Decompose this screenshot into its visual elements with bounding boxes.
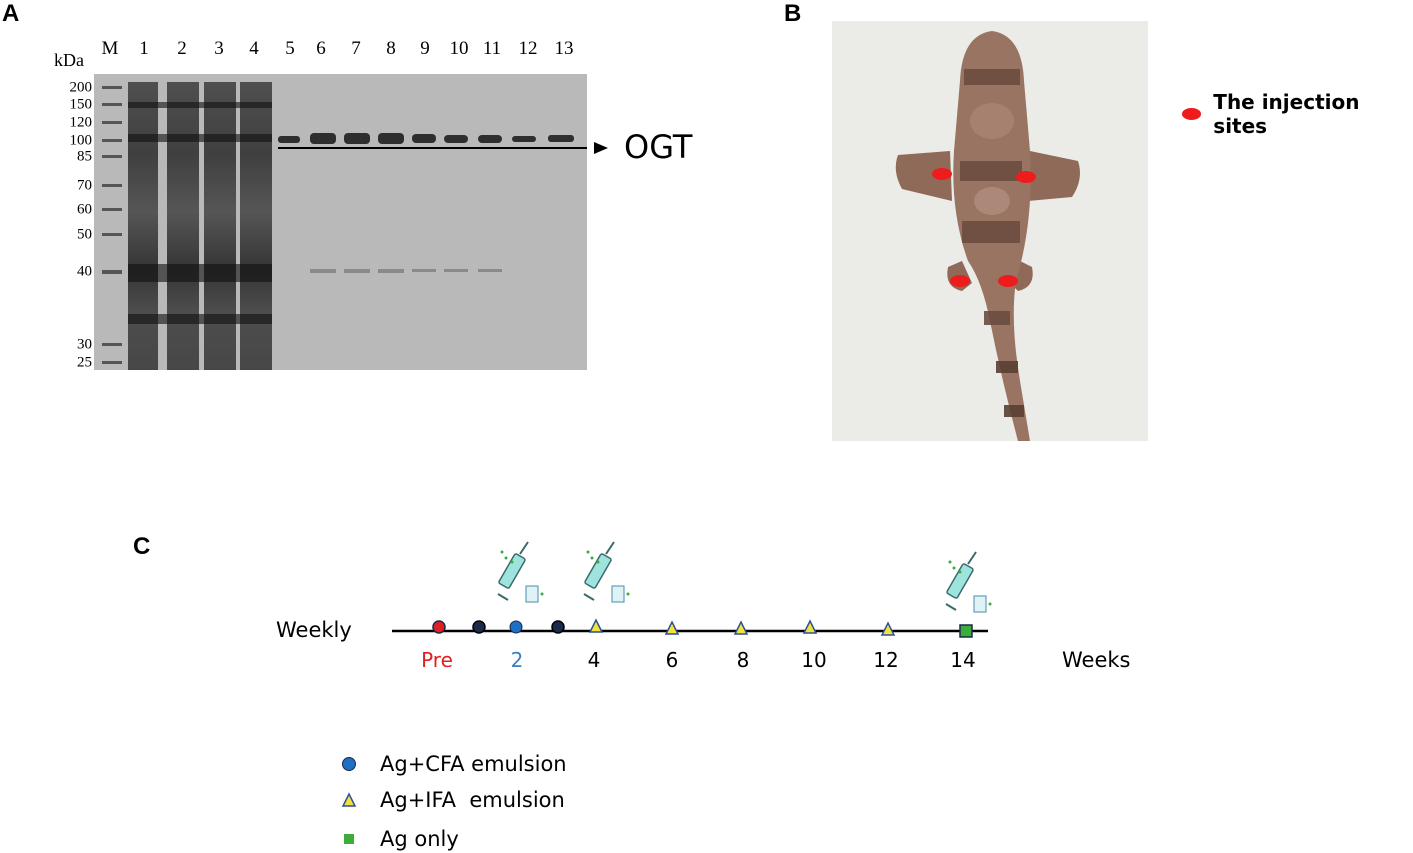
bleed-marker — [551, 620, 565, 634]
ogt-arrow-head-icon — [594, 142, 608, 154]
marker-label-60: 60 — [77, 201, 92, 218]
injection-site-marker-icon — [1182, 108, 1202, 120]
marker-label-50: 50 — [77, 226, 92, 243]
panel-label-c: C — [133, 533, 151, 560]
syringe-icon — [945, 551, 992, 613]
lane-label-4: 4 — [249, 38, 259, 59]
marker-label-25: 25 — [77, 354, 92, 371]
marker-label-30: 30 — [77, 336, 92, 353]
tick-label-4: 4 — [587, 648, 601, 672]
lane-label-1: 1 — [139, 38, 149, 59]
tick-label-10: 10 — [801, 648, 827, 672]
lane-label-7: 7 — [351, 38, 361, 59]
marker-label-120: 120 — [69, 114, 93, 131]
immunization-timeline — [392, 541, 992, 638]
ag-square-icon — [338, 828, 360, 850]
panel-label-b: B — [784, 0, 802, 27]
tick-label-8: 8 — [736, 648, 750, 672]
marker-label-70: 70 — [77, 177, 92, 194]
marker-label-100: 100 — [69, 132, 93, 149]
pre-bleed-marker — [432, 620, 446, 634]
ifa-marker — [802, 619, 818, 634]
ag-only-marker — [959, 624, 973, 638]
injection-sites-legend-label: The injection sites — [1213, 90, 1360, 138]
tick-label-2: 2 — [510, 648, 524, 672]
gel-image — [94, 74, 587, 370]
timeline-right-label: Weeks — [1062, 648, 1131, 672]
tick-label-12: 12 — [873, 648, 899, 672]
tick-label-14: 14 — [950, 648, 976, 672]
lane-label-13: 13 — [554, 38, 574, 59]
ifa-marker — [733, 620, 749, 635]
ifa-triangle-icon — [338, 789, 360, 811]
panel-label-a: A — [2, 0, 20, 27]
legend-item-ag: Ag only — [338, 827, 459, 851]
lane-label-m: M — [101, 38, 119, 59]
syringe-icon — [583, 541, 630, 603]
lane-label-3: 3 — [214, 38, 224, 59]
cfa-marker — [509, 620, 523, 634]
lane-label-9: 9 — [420, 38, 430, 59]
lane-label-2: 2 — [177, 38, 187, 59]
lane-label-10: 10 — [449, 38, 469, 59]
marker-label-200: 200 — [69, 79, 93, 96]
legend-item-ifa: Ag+IFA emulsion — [338, 788, 565, 812]
lane-label-12: 12 — [518, 38, 538, 59]
bleed-marker — [472, 620, 486, 634]
legend-label-cfa: Ag+CFA emulsion — [380, 752, 567, 776]
legend-label-ag: Ag only — [380, 827, 459, 851]
lane-label-11: 11 — [482, 38, 502, 59]
cfa-circle-icon — [338, 753, 360, 775]
legend-label-ifa: Ag+IFA emulsion — [380, 788, 565, 812]
marker-label-85: 85 — [77, 148, 92, 165]
gel-unit-label: kDa — [54, 50, 84, 70]
marker-label-150: 150 — [69, 96, 93, 113]
lane-label-8: 8 — [386, 38, 396, 59]
timeline-left-label: Weekly — [276, 618, 352, 642]
ifa-marker — [588, 618, 604, 633]
injection-sites-legend: The injection sites — [1182, 90, 1413, 138]
shark-photo — [832, 21, 1148, 441]
ifa-marker — [664, 620, 680, 635]
lane-label-5: 5 — [285, 38, 295, 59]
tick-label-pre: Pre — [421, 648, 453, 672]
marker-label-40: 40 — [77, 263, 92, 280]
tick-label-6: 6 — [665, 648, 679, 672]
lane-label-6: 6 — [316, 38, 326, 59]
syringe-icon — [497, 541, 544, 603]
legend-item-cfa: Ag+CFA emulsion — [338, 752, 567, 776]
ifa-marker — [880, 621, 896, 636]
ogt-band-label: OGT — [624, 128, 693, 166]
